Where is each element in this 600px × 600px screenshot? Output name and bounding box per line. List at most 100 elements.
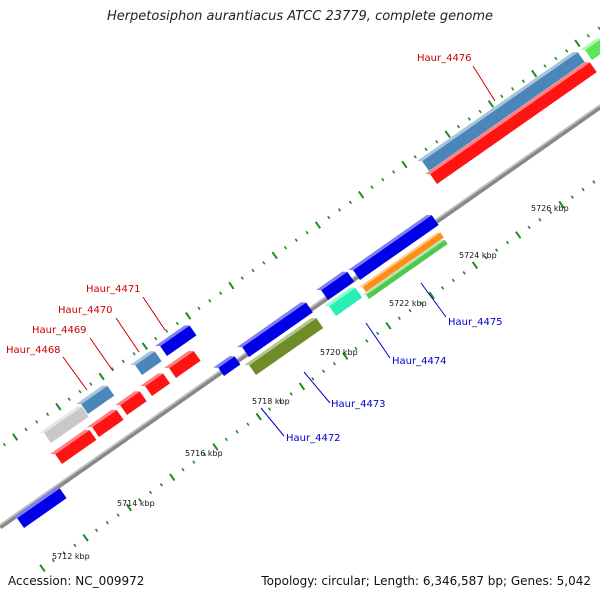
tick-mark [500, 94, 504, 99]
tick-mark [342, 352, 349, 360]
tick-mark [73, 543, 77, 548]
map-title: Herpetosiphon aurantiacus ATCC 23779, co… [106, 9, 494, 24]
tick-mark [212, 443, 219, 451]
tick-mark [55, 402, 62, 411]
tick-mark [12, 433, 19, 441]
tick-mark [35, 420, 39, 424]
tick-mark [554, 56, 558, 61]
tick-mark [435, 139, 439, 144]
tick-mark [298, 382, 306, 391]
tick-mark [322, 369, 326, 373]
tick-mark [78, 389, 82, 394]
gene-red-4 [140, 373, 171, 396]
gene-label: Haur_4468 [6, 345, 61, 356]
genome-stats-text: Topology: circular; Length: 6,346,587 bp… [261, 574, 591, 588]
tick-mark [132, 351, 136, 356]
tick-mark [2, 442, 6, 447]
tick-mark [169, 473, 176, 482]
tick-mark [510, 86, 515, 91]
tick-mark [440, 286, 445, 290]
tick-mark [185, 312, 192, 320]
forward-genes [39, 38, 600, 443]
tick-mark [224, 437, 228, 442]
gene-label: Haur_4470 [58, 305, 113, 316]
gene-red-5 [164, 350, 201, 378]
tick-mark [98, 372, 105, 381]
tick-mark [531, 69, 538, 78]
tick-mark [219, 291, 223, 295]
tick-mark [484, 255, 488, 260]
tick-mark [444, 130, 451, 139]
tick-label: 5720 kbp [320, 348, 358, 357]
tick-mark [278, 399, 282, 404]
tick-mark [67, 397, 71, 401]
tick-mark [228, 281, 235, 290]
gene-blue-5714 [12, 488, 67, 528]
tick-mark [397, 316, 401, 320]
reverse-genes [12, 214, 448, 528]
tick-mark [467, 117, 471, 121]
tick-mark [141, 342, 149, 351]
gene-blue-small [213, 356, 241, 376]
tick-label: 5714 kbp [117, 499, 155, 508]
tick-mark [267, 407, 272, 411]
tick-mark [192, 460, 196, 464]
gene-haur-4472-blue [237, 302, 313, 357]
tick-mark [558, 200, 565, 209]
tick-mark [289, 392, 293, 396]
tick-mark [332, 361, 336, 366]
tick-mark [392, 170, 396, 174]
tick-mark [337, 208, 342, 212]
tick-mark [462, 271, 466, 275]
tick-label: 5722 kbp [389, 299, 427, 308]
tick-mark [385, 321, 392, 330]
tick-mark [376, 331, 380, 336]
tick-dots [2, 26, 600, 572]
tick-mark [408, 308, 412, 313]
tick-mark [515, 231, 522, 239]
tick-mark [110, 367, 115, 371]
gene-haur-4470-steel [130, 351, 162, 375]
tick-mark [471, 261, 479, 270]
tick-mark [24, 427, 28, 432]
gene-label: Haur_4476 [417, 53, 472, 64]
tick-mark [381, 177, 385, 182]
tick-mark [240, 276, 244, 280]
gene-haur-4474-aqua [324, 287, 363, 316]
tick-mark [154, 336, 158, 341]
tick-mark [255, 412, 262, 421]
tick-mark [565, 49, 569, 53]
tick-mark [495, 248, 499, 252]
tick-mark [283, 245, 288, 250]
tick-mark [527, 225, 531, 230]
gene-haur-4476-blue [417, 52, 585, 171]
tick-mark [246, 422, 250, 426]
tick-mark [125, 503, 133, 512]
gene-haur-4476-red [425, 62, 597, 184]
tick-mark [521, 79, 525, 83]
tick-mark [311, 377, 315, 381]
tick-label: 5712 kbp [52, 552, 90, 561]
tick-mark [586, 33, 590, 38]
tick-mark [82, 533, 89, 542]
tick-mark [149, 490, 153, 495]
tick-mark [197, 306, 201, 311]
tick-mark [354, 346, 358, 351]
tick-mark [424, 147, 428, 152]
tick-mark [305, 230, 309, 235]
tick-mark [543, 64, 547, 68]
tick-mark [478, 109, 482, 114]
gene-red-1 [50, 429, 97, 464]
gene-haur-4475-blue [348, 214, 439, 280]
tick-mark [89, 382, 93, 386]
tick-mark [327, 215, 331, 220]
tick-mark [419, 301, 423, 305]
tick-mark [370, 185, 374, 189]
gene-label: Haur_4475 [448, 317, 503, 328]
gene-haur-4473-olive [244, 317, 324, 375]
tick-label-group: 5712 kbp 5714 kbp 5716 kbp 5718 kbp 5720… [52, 204, 569, 561]
tick-mark [271, 251, 278, 260]
tick-mark [428, 291, 435, 300]
gene-haur-4475-orange [358, 232, 444, 292]
